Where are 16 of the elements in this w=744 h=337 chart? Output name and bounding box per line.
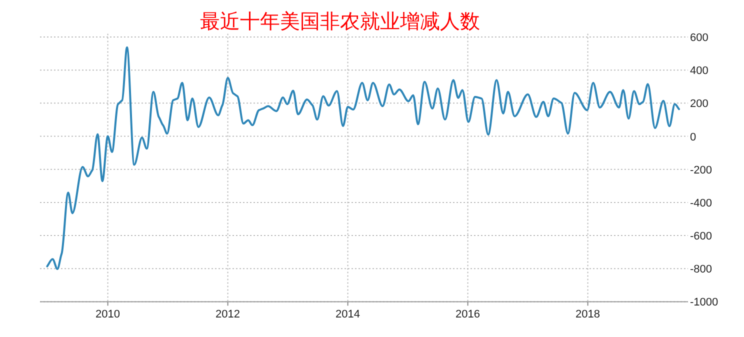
x-tick-label: 2018 [576, 308, 600, 321]
y-tick-label: -200 [690, 164, 712, 176]
line-series [46, 46, 680, 270]
y-tick-label: 0 [690, 131, 696, 144]
x-tick-label: 2012 [216, 308, 240, 321]
y-tick-label: 400 [690, 65, 708, 78]
x-tick-label: 2016 [456, 308, 480, 321]
y-tick-label: -800 [690, 264, 712, 276]
y-tick-label: -400 [690, 197, 712, 210]
y-tick-label: 600 [690, 32, 708, 44]
x-tick-label: 2014 [336, 308, 360, 321]
y-tick-label: 200 [690, 98, 708, 110]
x-tick-label: 2010 [96, 308, 120, 321]
chart-title: 最近十年美国非农就业增减人数 [200, 9, 480, 33]
y-tick-label: -1000 [690, 296, 718, 309]
y-tick-label: -600 [690, 230, 712, 243]
